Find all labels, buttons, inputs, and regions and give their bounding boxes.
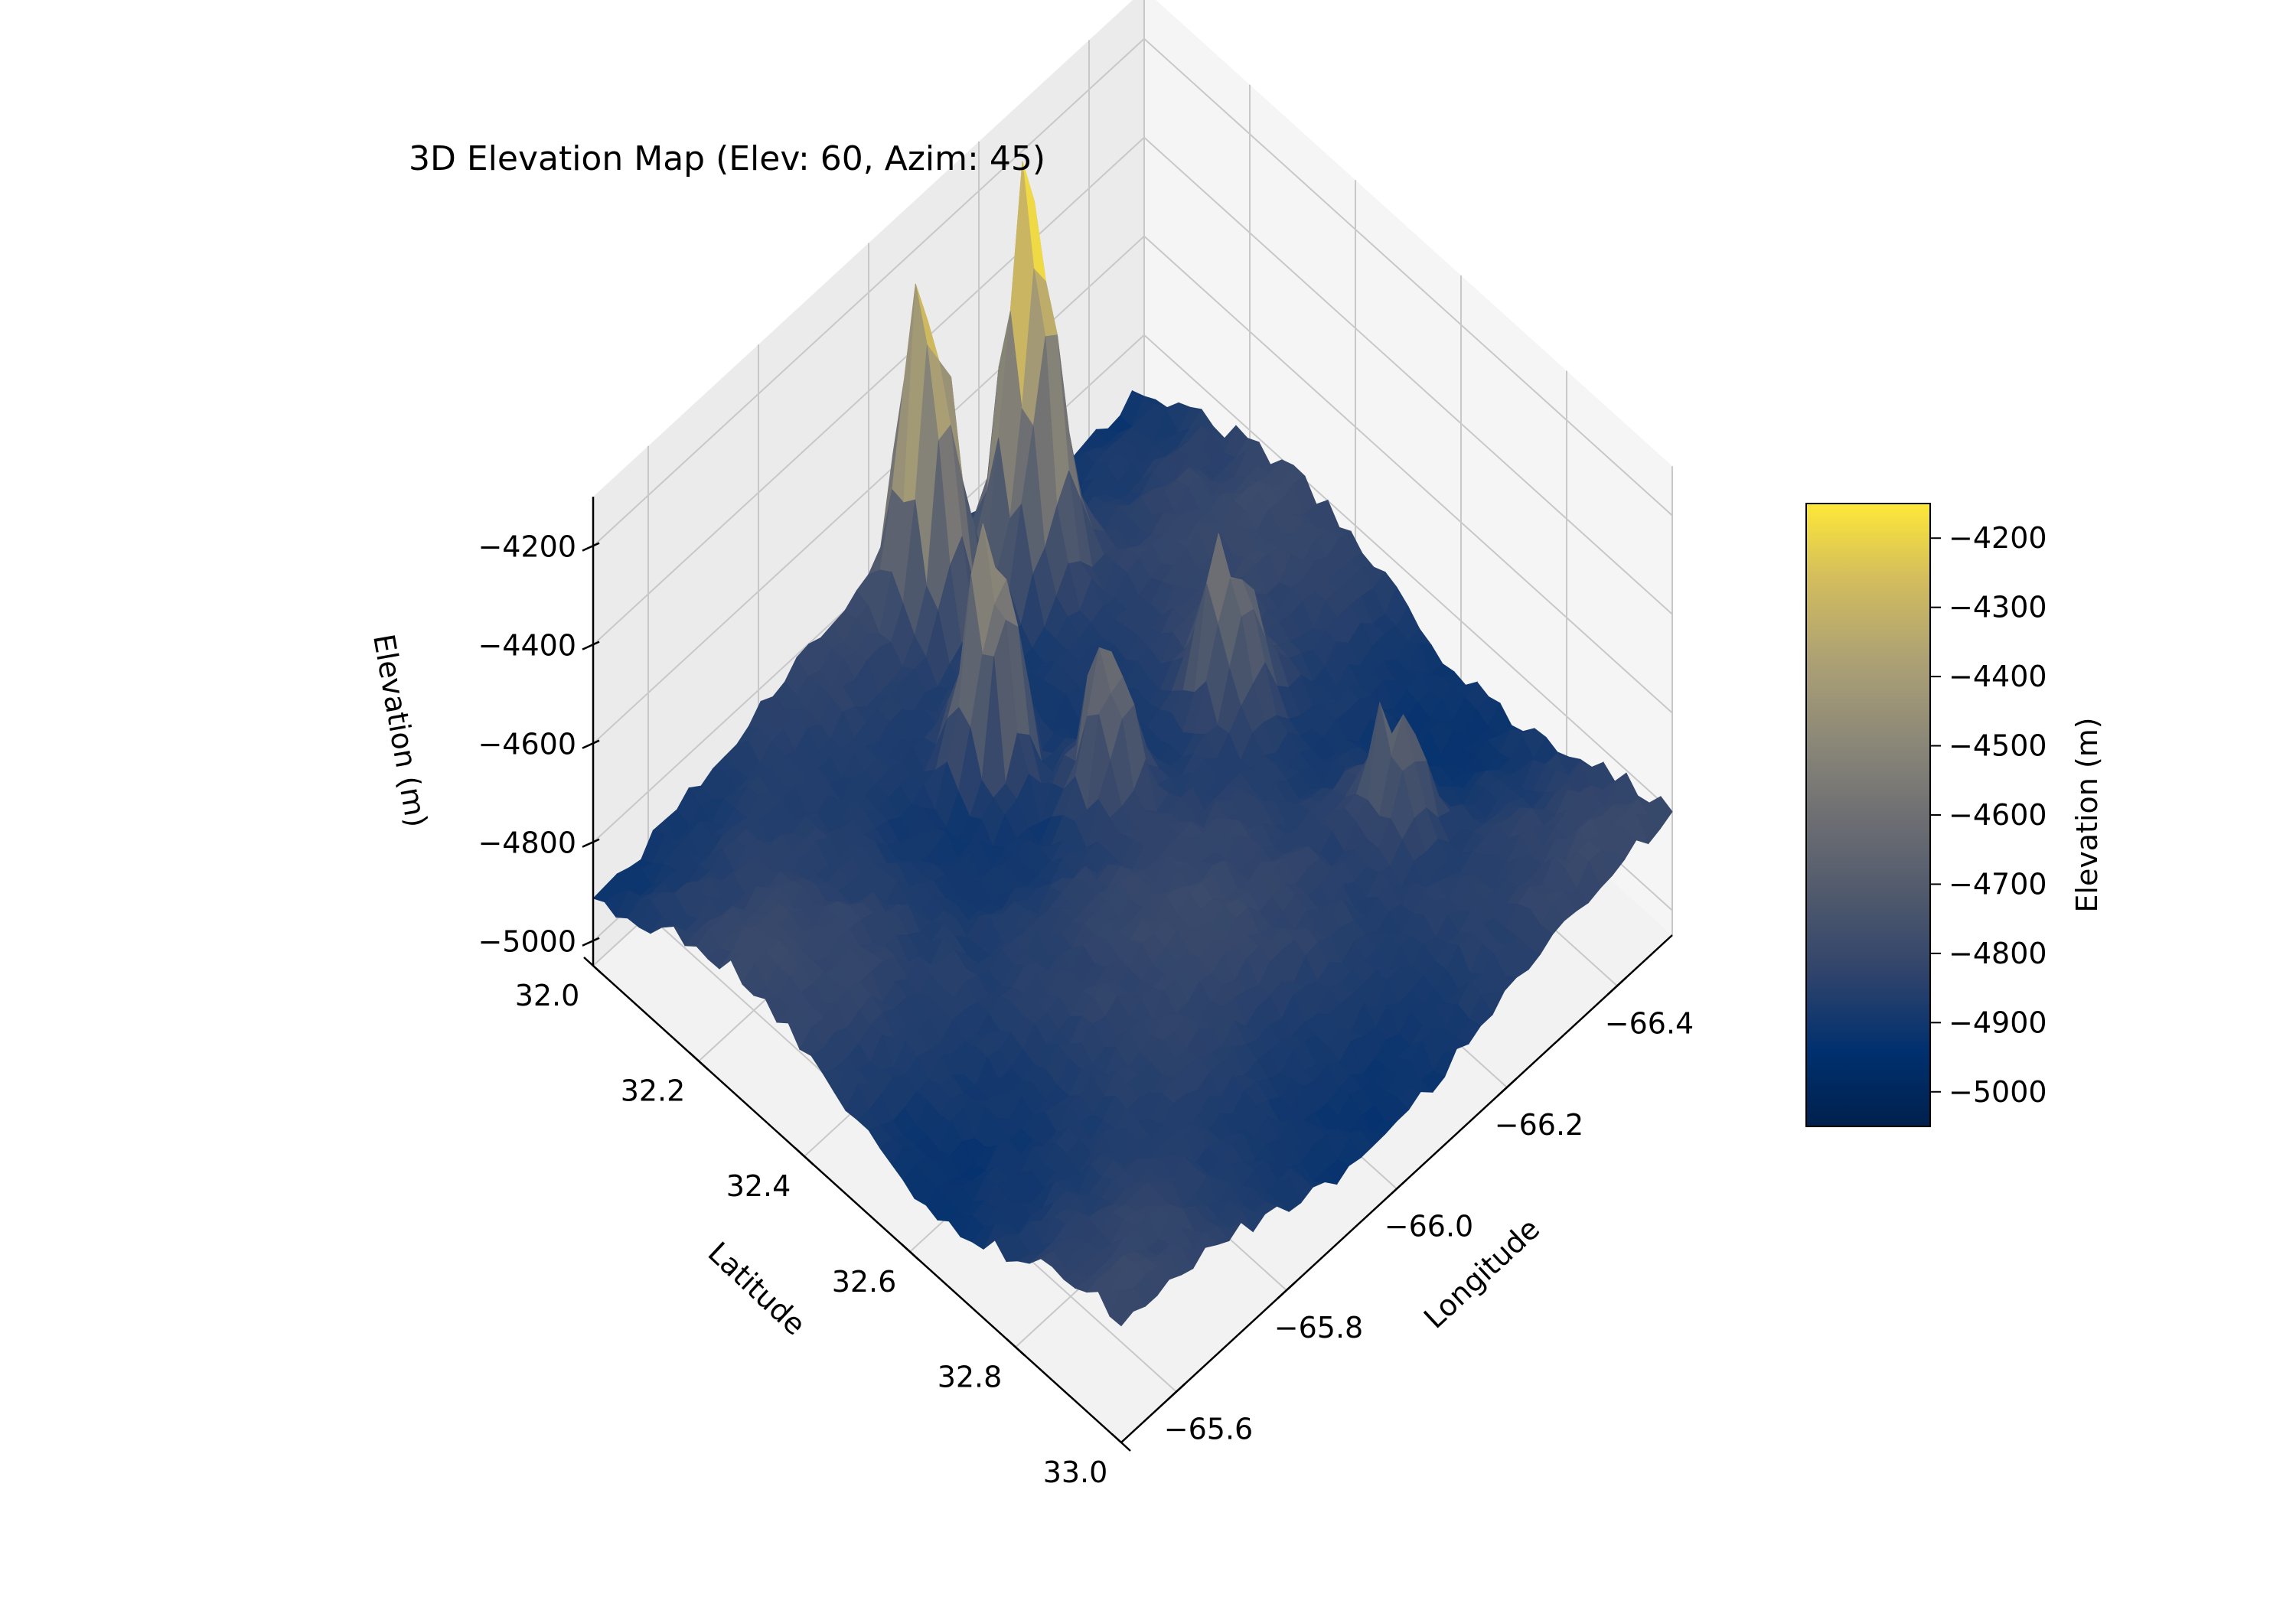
elevation-tick <box>582 838 600 848</box>
longitude-tick-label: −66.4 <box>1605 1006 1694 1040</box>
latitude-tick-label: 32.6 <box>832 1265 897 1299</box>
colorbar-tick-label: −5000 <box>1949 1075 2047 1109</box>
longitude-tick <box>1607 976 1627 996</box>
x-axis-label: Latitude <box>702 1236 812 1342</box>
longitude-tick-label: −65.8 <box>1274 1311 1363 1345</box>
elevation-tick <box>582 739 600 749</box>
colorbar-tick-label: −4400 <box>1949 660 2047 693</box>
latitude-axis-line <box>592 965 1122 1443</box>
colorbar: −4200 −4300 −4400 −4500 −4600 −4700 −4800 −4900… <box>1805 503 2104 1127</box>
axes: 32.0 32.2 32.4 32.6 32.8 33.0 −66.4 −66.2 −66.0 −… <box>478 497 1694 1489</box>
latitude-tick-label: 32.2 <box>621 1074 686 1108</box>
elevation-surface <box>592 161 1673 1327</box>
latitude-tick <box>583 957 603 975</box>
grid-line-elev-right <box>1143 136 1673 615</box>
elevation-tick-label: −4200 <box>478 530 576 564</box>
grid-line-elev-left <box>592 136 1145 646</box>
longitude-tick <box>1497 1077 1517 1097</box>
elevation-tick-label: −4800 <box>478 826 576 860</box>
latitude-tick-label: 33.0 <box>1043 1455 1108 1489</box>
grid-line-elev-right <box>1143 334 1673 813</box>
latitude-tick-label: 32.4 <box>726 1169 791 1203</box>
longitude-tick-label: −66.2 <box>1495 1108 1583 1142</box>
longitude-tick-label: −65.6 <box>1164 1413 1253 1446</box>
z-axis-label: Elevation (m) <box>367 631 434 830</box>
elevation-tick-label: −4400 <box>478 629 576 663</box>
elevation-tick-label: −5000 <box>478 925 576 959</box>
colorbar-gradient <box>1805 503 1931 1127</box>
grid-line-elev-right <box>1143 37 1673 517</box>
longitude-tick <box>1277 1281 1296 1300</box>
longitude-tick-label: −66.0 <box>1384 1210 1473 1244</box>
grid-line-elev-right <box>1143 235 1673 714</box>
colorbar-ticks: −4200 −4300 −4400 −4500 −4600 −4700 −4800 −4900… <box>1930 521 2047 1109</box>
colorbar-label: Elevation (m) <box>2070 717 2104 912</box>
latitude-tick <box>1111 1433 1131 1452</box>
colorbar-tick-label: −4300 <box>1949 591 2047 624</box>
longitude-tick <box>1387 1179 1407 1198</box>
surface-cell <box>1109 1289 1134 1327</box>
elevation-tick <box>582 937 600 947</box>
longitude-tick <box>1166 1382 1186 1401</box>
latitude-tick <box>689 1051 709 1071</box>
colorbar-tick-label: −4200 <box>1949 521 2047 555</box>
elevation-tick <box>582 542 600 552</box>
latitude-tick <box>794 1147 814 1166</box>
chart-title: 3D Elevation Map (Elev: 60, Azim: 45) <box>409 139 1045 178</box>
latitude-tick <box>1006 1338 1026 1357</box>
latitude-tick-label: 32.8 <box>938 1360 1003 1393</box>
grid-line-elev-left <box>592 37 1145 547</box>
latitude-tick-label: 32.0 <box>515 979 580 1012</box>
colorbar-tick-label: −4800 <box>1949 937 2047 970</box>
colorbar-tick-label: −4700 <box>1949 867 2047 901</box>
right-wall-pane <box>1144 0 1672 935</box>
elevation-tick-label: −4600 <box>478 728 576 761</box>
colorbar-tick-label: −4900 <box>1949 1006 2047 1039</box>
colorbar-tick-label: −4600 <box>1949 798 2047 832</box>
latitude-tick <box>900 1242 920 1261</box>
colorbar-tick-label: −4500 <box>1949 729 2047 763</box>
elevation-tick <box>582 641 600 650</box>
